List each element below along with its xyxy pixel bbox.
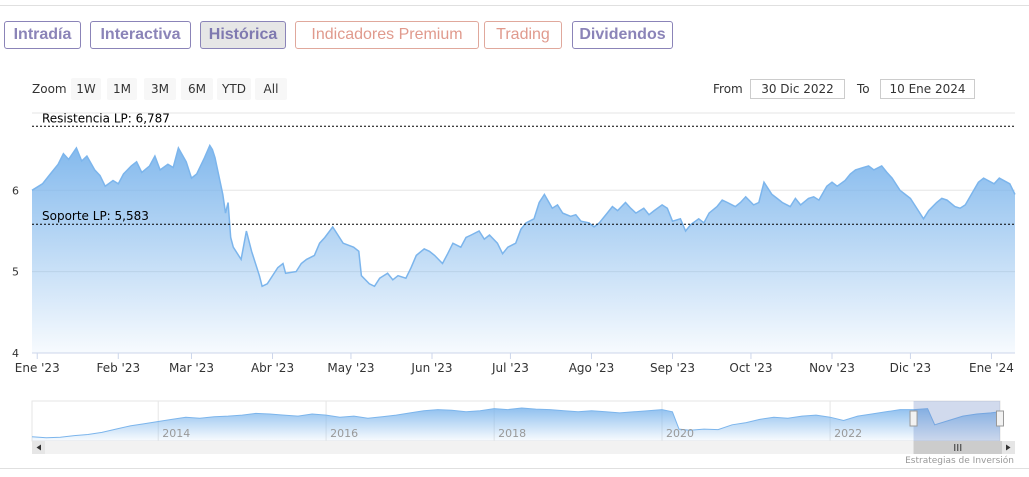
x-tick-label: Feb '23	[96, 361, 140, 375]
price-line	[31, 143, 1016, 288]
tab-historica[interactable]: Histórica	[200, 21, 286, 49]
tab-interactiva[interactable]: Interactiva	[90, 21, 191, 49]
y-axis-labels: 4 5 6	[12, 184, 19, 360]
credit-label: Estrategias de Inversión	[905, 456, 1014, 466]
x-tick-label: Jun '23	[410, 361, 452, 375]
x-tick-label: Sep '23	[650, 361, 695, 375]
x-tick-label: Oct '23	[729, 361, 772, 375]
navigator-right-handle[interactable]	[996, 410, 1004, 427]
navigator-labels: 2014 2016 2018 2020 2022	[162, 427, 862, 440]
navigator-left-handle[interactable]	[909, 410, 918, 427]
y-tick-label: 6	[12, 184, 19, 197]
from-label: From	[713, 82, 743, 96]
bottom-divider	[0, 468, 1029, 469]
price-series	[31, 143, 1016, 353]
navigator-area	[32, 408, 1000, 441]
navigator-selection[interactable]	[913, 401, 1000, 441]
navigator[interactable]: 2014 2016 2018 2020 2022	[31, 400, 1004, 442]
navigator-year-label: 2014	[162, 427, 190, 440]
zoom-6m-button[interactable]: 6M	[181, 78, 213, 100]
zoom-1m-button[interactable]: 1M	[107, 78, 137, 100]
to-label: To	[857, 82, 870, 96]
navigator-year-label: 2016	[330, 427, 358, 440]
navigator-year-label: 2022	[834, 427, 862, 440]
scrollbar-track[interactable]	[32, 441, 1015, 454]
scrollbar[interactable]	[32, 441, 1015, 454]
x-tick-label: Abr '23	[251, 361, 294, 375]
tab-dividendos[interactable]: Dividendos	[572, 21, 673, 49]
navigator-line	[31, 407, 1001, 439]
zoom-label: Zoom	[32, 82, 67, 96]
x-axis: Ene '23 Feb '23 Mar '23 Abr '23 May '23 Jun '…	[15, 353, 1014, 375]
zoom-1w-button[interactable]: 1W	[71, 78, 101, 100]
chevron-left-icon	[36, 444, 41, 451]
x-tick-label: Nov '23	[809, 361, 855, 375]
x-tick-label: Mar '23	[169, 361, 214, 375]
zoom-all-button[interactable]: All	[255, 78, 287, 100]
y-tick-label: 4	[12, 347, 19, 360]
resistance-label: Resistencia LP: 6,787	[42, 111, 170, 125]
y-tick-label: 5	[12, 266, 19, 279]
zoom-3m-button[interactable]: 3M	[144, 78, 176, 100]
x-tick-label: May '23	[327, 361, 374, 375]
to-date-input[interactable]: 10 Ene 2024	[880, 79, 975, 99]
tab-indicadores-premium[interactable]: Indicadores Premium	[295, 21, 479, 49]
grip-icon	[954, 444, 962, 451]
plot-lines: Resistencia LP: 6,787 Soporte LP: 5,583	[32, 111, 1015, 225]
x-tick-label: Ene '23	[15, 361, 60, 375]
chevron-right-icon	[1006, 444, 1011, 451]
price-area	[32, 145, 1015, 353]
x-tick-label: Dic '23	[890, 361, 932, 375]
support-label: Soporte LP: 5,583	[42, 209, 149, 223]
navigator-year-label: 2018	[498, 427, 526, 440]
x-tick-label: Ene '24	[969, 361, 1014, 375]
navigator-year-label: 2020	[666, 427, 694, 440]
tab-trading[interactable]: Trading	[484, 21, 562, 49]
x-tick-label: Ago '23	[569, 361, 615, 375]
x-tick-label: Jul '23	[491, 361, 529, 375]
tab-intradia[interactable]: Intradía	[4, 21, 81, 49]
top-divider	[0, 5, 1029, 6]
zoom-ytd-button[interactable]: YTD	[217, 78, 251, 100]
from-date-input[interactable]: 30 Dic 2022	[750, 79, 845, 99]
